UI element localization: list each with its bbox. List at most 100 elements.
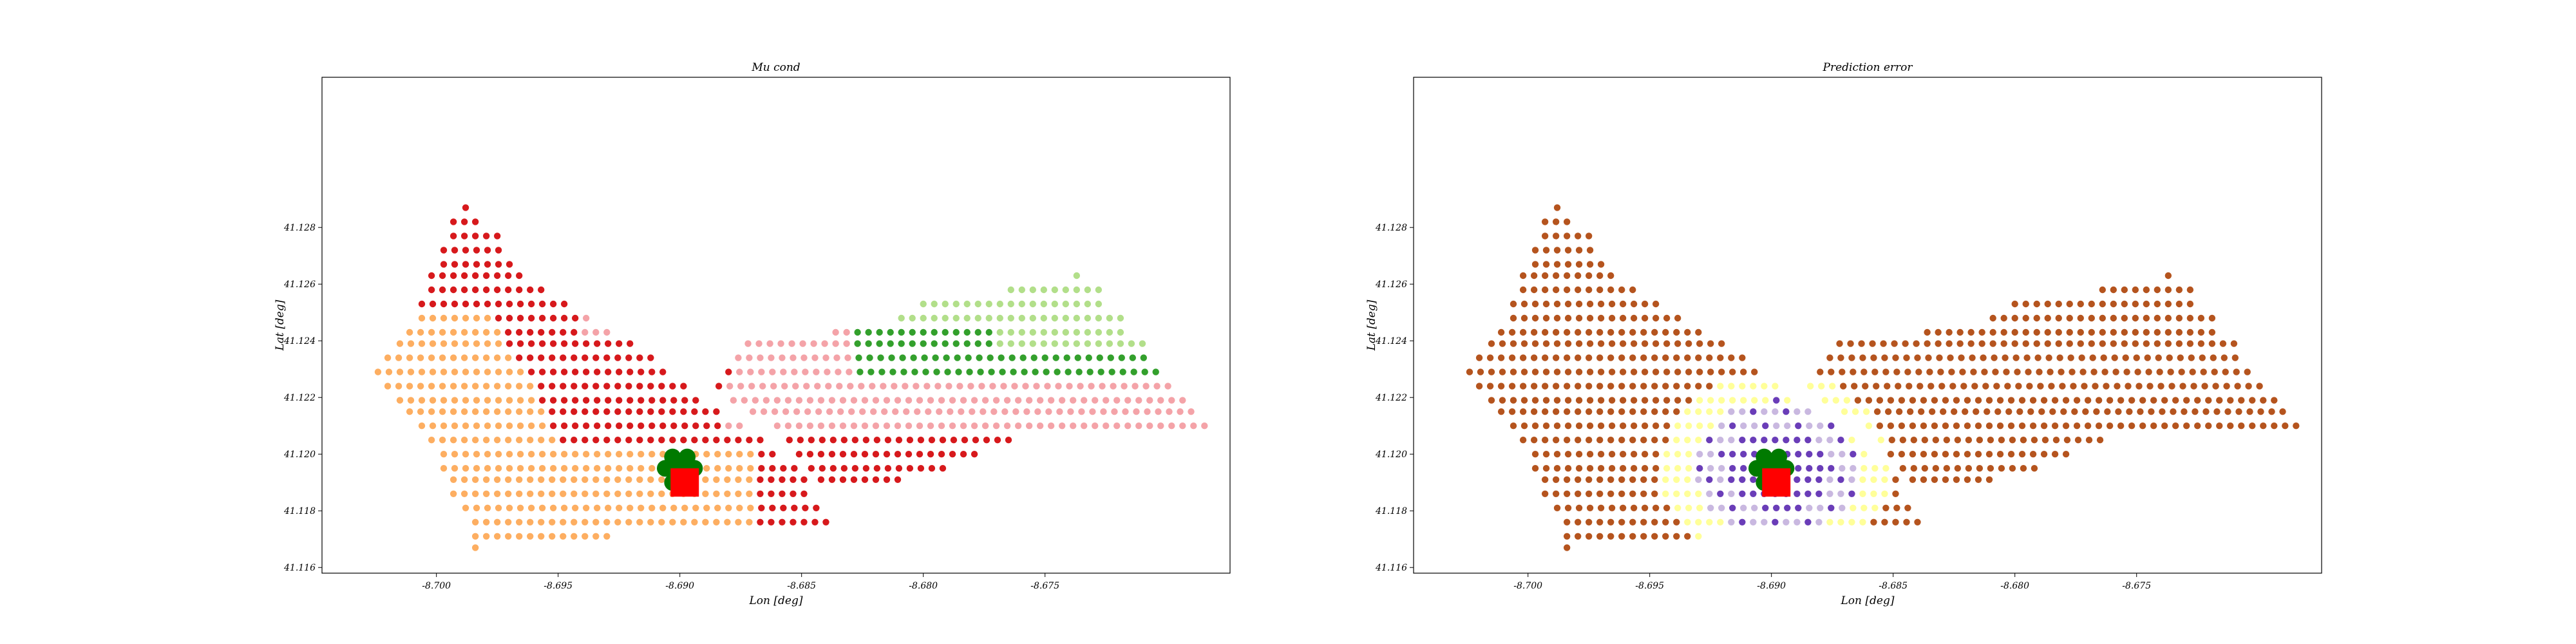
data-point bbox=[647, 383, 654, 390]
data-point bbox=[955, 368, 962, 375]
data-point bbox=[833, 354, 840, 361]
data-point bbox=[2146, 383, 2154, 390]
data-point bbox=[1563, 383, 1571, 390]
data-point bbox=[883, 476, 891, 483]
data-point bbox=[2067, 354, 2074, 361]
data-point bbox=[1828, 451, 1835, 458]
data-point bbox=[1063, 354, 1070, 361]
data-point bbox=[1607, 518, 1615, 526]
data-point bbox=[1564, 314, 1572, 322]
data-point bbox=[649, 368, 656, 375]
data-point bbox=[1902, 340, 1909, 347]
x-tick-label: -8.675 bbox=[1030, 581, 1059, 591]
data-point bbox=[428, 328, 435, 336]
data-point bbox=[2048, 383, 2055, 390]
data-point bbox=[1541, 476, 1549, 483]
target-marker bbox=[670, 468, 699, 497]
markers bbox=[657, 448, 703, 497]
data-point bbox=[636, 476, 643, 483]
data-point bbox=[1695, 437, 1702, 444]
sensor-marker bbox=[1748, 460, 1766, 477]
data-point bbox=[2025, 368, 2032, 375]
data-point bbox=[2216, 397, 2223, 404]
data-point bbox=[736, 504, 743, 511]
data-point bbox=[837, 408, 844, 415]
data-point bbox=[714, 422, 721, 430]
data-point bbox=[861, 476, 869, 483]
data-point bbox=[1651, 476, 1658, 483]
data-point bbox=[538, 451, 546, 458]
data-point bbox=[724, 490, 731, 497]
data-point bbox=[549, 397, 557, 404]
data-point bbox=[889, 368, 896, 375]
data-point bbox=[1921, 465, 1929, 472]
data-point bbox=[1541, 354, 1549, 361]
data-point bbox=[2208, 328, 2216, 336]
data-point bbox=[1113, 422, 1121, 430]
data-point bbox=[549, 476, 556, 483]
data-point bbox=[758, 451, 765, 458]
data-point bbox=[429, 422, 437, 430]
data-point bbox=[780, 368, 787, 375]
data-point bbox=[736, 451, 743, 458]
data-point bbox=[1641, 340, 1649, 347]
data-point bbox=[1069, 422, 1077, 430]
data-point bbox=[493, 518, 501, 526]
data-point bbox=[571, 533, 578, 540]
data-point bbox=[2009, 465, 2016, 472]
data-point bbox=[2071, 408, 2078, 415]
data-point bbox=[2044, 340, 2051, 347]
data-point bbox=[1971, 383, 1978, 390]
data-point bbox=[2205, 422, 2212, 430]
data-point bbox=[757, 354, 764, 361]
data-point bbox=[2223, 383, 2230, 390]
data-point bbox=[1629, 476, 1636, 483]
data-point bbox=[636, 518, 643, 526]
data-point bbox=[2212, 383, 2219, 390]
data-point bbox=[1718, 504, 1725, 511]
data-point bbox=[971, 451, 978, 458]
data-point bbox=[462, 247, 469, 254]
data-point bbox=[1931, 476, 1938, 483]
data-point bbox=[1815, 490, 1823, 497]
data-point bbox=[451, 261, 459, 268]
data-point bbox=[1906, 408, 1914, 415]
data-point bbox=[725, 465, 732, 472]
data-point bbox=[2018, 397, 2026, 404]
data-point bbox=[2249, 397, 2256, 404]
data-point bbox=[1144, 408, 1151, 415]
data-point bbox=[1629, 437, 1636, 444]
data-point bbox=[768, 518, 775, 526]
data-point bbox=[938, 422, 945, 430]
data-point bbox=[870, 408, 877, 415]
data-point bbox=[1717, 518, 1724, 526]
data-point bbox=[638, 451, 645, 458]
data-point bbox=[2066, 328, 2073, 336]
data-point bbox=[702, 518, 709, 526]
y-tick-label: 41.122 bbox=[283, 393, 316, 403]
data-point bbox=[1045, 408, 1052, 415]
data-point bbox=[822, 354, 829, 361]
data-point bbox=[963, 328, 971, 336]
data-point bbox=[2084, 422, 2092, 430]
data-point bbox=[1619, 504, 1627, 511]
data-point bbox=[1641, 314, 1649, 322]
data-point bbox=[1841, 408, 1848, 415]
data-point bbox=[1029, 340, 1037, 347]
data-point bbox=[484, 261, 491, 268]
data-point bbox=[450, 354, 457, 361]
data-point bbox=[1618, 437, 1625, 444]
data-point bbox=[2110, 328, 2117, 336]
data-point bbox=[482, 272, 490, 279]
data-point bbox=[625, 518, 632, 526]
data-point bbox=[2055, 340, 2062, 347]
data-point bbox=[1865, 422, 1873, 430]
data-point bbox=[560, 408, 567, 415]
data-point bbox=[797, 437, 804, 444]
data-point bbox=[2052, 437, 2060, 444]
data-point bbox=[1989, 340, 1996, 347]
data-point bbox=[396, 368, 404, 375]
x-tick-label: -8.685 bbox=[787, 581, 816, 591]
data-point bbox=[560, 383, 567, 390]
data-point bbox=[829, 437, 837, 444]
